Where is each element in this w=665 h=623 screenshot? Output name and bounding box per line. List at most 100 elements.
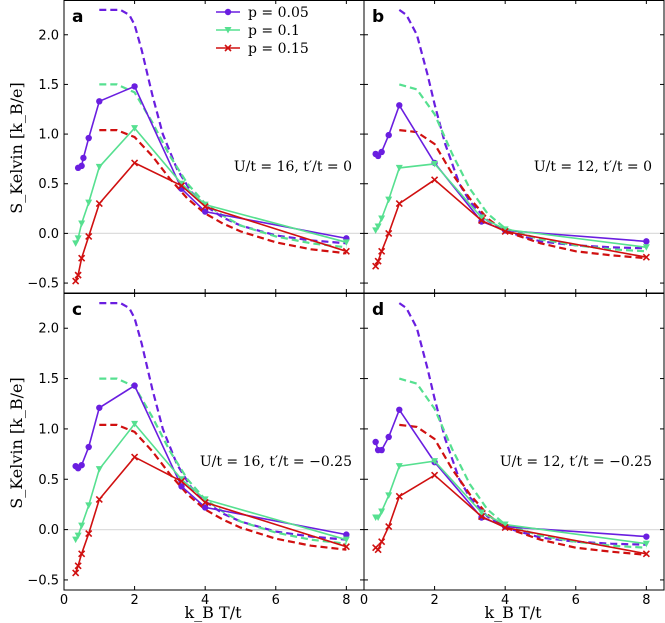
data-point <box>95 466 103 473</box>
data-point <box>372 438 379 446</box>
data-point <box>201 208 209 215</box>
panel-d: 0 2 4 6 8 d U/t = 12, t′/t = −0.25 <box>360 293 665 608</box>
data-point <box>395 200 403 208</box>
panel-letter: d <box>372 300 384 320</box>
data-point <box>78 461 85 469</box>
data-point <box>431 160 439 168</box>
data-point <box>177 477 186 485</box>
data-point <box>201 203 209 211</box>
legend-marker <box>224 27 232 34</box>
data-point <box>85 530 93 538</box>
series-line-1 <box>74 126 347 244</box>
series-line-1 <box>374 163 647 249</box>
data-point <box>72 536 80 544</box>
data-point <box>642 540 650 548</box>
legend-marker <box>224 8 232 16</box>
panel-annotation: U/t = 12, t′/t = −0.25 <box>500 454 652 470</box>
data-point <box>642 550 650 558</box>
legend: p = 0.05 p = 0.1 p = 0.15 <box>216 5 309 57</box>
y-tick-label: 1.5 <box>38 372 59 387</box>
data-point <box>342 239 350 246</box>
legend-label: p = 0.05 <box>248 5 309 21</box>
data-point <box>201 504 209 511</box>
data-point <box>378 538 386 546</box>
data-point <box>78 162 85 170</box>
dashed-curve-1 <box>398 377 647 549</box>
data-point <box>96 404 103 411</box>
dashed-curve-0 <box>99 302 347 541</box>
data-point <box>501 524 509 532</box>
data-point <box>395 492 403 500</box>
panel-letter: b <box>372 7 384 27</box>
data-point <box>374 546 382 554</box>
data-point <box>178 483 185 490</box>
data-point <box>85 232 93 240</box>
x-tick-label: 4 <box>201 593 209 608</box>
data-point <box>95 163 103 171</box>
data-point <box>385 492 393 499</box>
dashed-curve-2 <box>99 423 347 551</box>
panel-annotation: U/t = 12, t′/t = 0 <box>534 159 652 175</box>
data-point <box>131 125 139 132</box>
plot-frame <box>363 293 665 591</box>
data-point <box>477 512 486 521</box>
data-point <box>78 254 86 262</box>
dashed-curve-2 <box>399 129 647 260</box>
plot-frame <box>63 0 365 294</box>
data-point <box>478 509 486 516</box>
data-point <box>131 83 138 90</box>
data-point <box>642 244 650 251</box>
data-point <box>395 463 403 470</box>
data-point <box>343 531 350 538</box>
data-point <box>395 164 403 172</box>
dashed-curve-0 <box>398 9 647 250</box>
panel-b: b U/t = 12, t′/t = 0 <box>363 0 665 294</box>
data-point <box>431 176 439 184</box>
data-point <box>201 496 209 503</box>
panel-c: 0 2 4 6 8 −0.5 0.0 0.5 1.0 1.5 2.0 c U/t = 16, t′/t … <box>27 293 365 608</box>
x-axis-title-left: k_B T/t <box>184 603 242 622</box>
data-point <box>78 220 86 227</box>
data-point <box>78 522 86 530</box>
x-tick-label: 6 <box>272 593 280 608</box>
data-point <box>342 247 350 255</box>
data-point <box>85 502 93 509</box>
data-point <box>385 196 393 204</box>
data-point <box>396 102 403 109</box>
y-tick-label: 2.0 <box>38 322 59 337</box>
series-line-2 <box>375 474 647 555</box>
y-tick-label: 1.0 <box>38 128 59 143</box>
y-tick-label: 0.5 <box>38 177 59 192</box>
data-point <box>372 262 380 270</box>
data-point <box>385 229 393 237</box>
y-tick-label: −0.5 <box>27 277 59 292</box>
data-point <box>374 514 382 522</box>
data-point <box>642 253 650 261</box>
data-point <box>74 532 82 540</box>
dashed-curve-2 <box>399 423 647 556</box>
data-point <box>178 180 186 188</box>
data-point <box>372 227 380 234</box>
legend-marker <box>224 44 232 52</box>
data-point <box>178 476 186 483</box>
data-point <box>85 199 93 207</box>
data-point <box>78 550 86 558</box>
data-point <box>385 131 392 139</box>
legend-label: p = 0.15 <box>248 41 309 57</box>
dashed-curve-0 <box>398 302 647 546</box>
y-axis-title-bottom: S_Kelvin [k_B/e] <box>7 377 26 508</box>
data-point <box>378 446 385 454</box>
data-point <box>72 569 80 577</box>
data-point <box>374 223 382 230</box>
series-line-2 <box>74 456 347 574</box>
plot-frame <box>63 293 365 591</box>
data-point <box>72 277 80 285</box>
data-point <box>501 226 509 233</box>
data-point <box>95 200 103 208</box>
data-point <box>643 238 650 245</box>
x-tick-label: 4 <box>501 593 509 608</box>
plot-panels: −0.5 0.0 0.5 1.0 1.5 2.0 a U/t = 16, t′/t = 0 p … <box>27 0 665 608</box>
y-tick-label: 2.0 <box>38 28 59 43</box>
data-point <box>378 148 385 156</box>
